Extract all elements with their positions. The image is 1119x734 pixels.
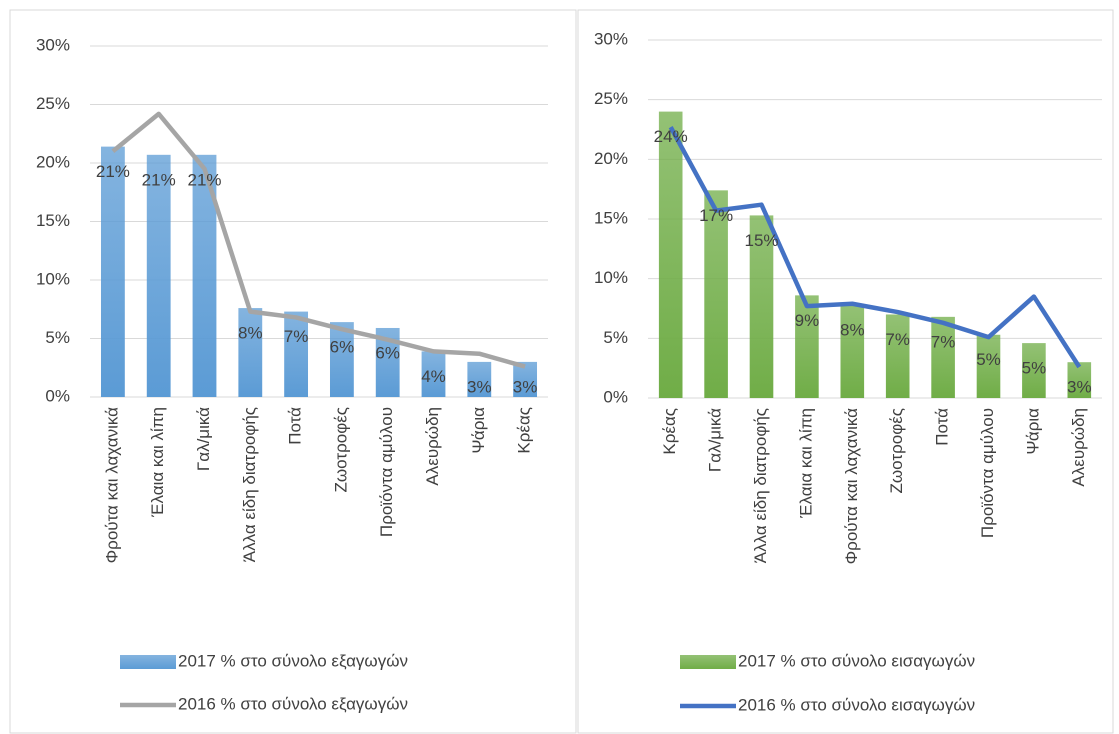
- chart-frame: [9, 9, 577, 734]
- x-tick-label: Αλευρώδη: [423, 407, 442, 486]
- bar: [885, 314, 910, 398]
- bar: [329, 322, 354, 397]
- bar: [421, 351, 446, 397]
- bar: [1067, 362, 1092, 398]
- legend-label: 2017 % στο σύνολο εισαγωγών: [738, 651, 975, 670]
- bar: [192, 154, 217, 397]
- x-tick-label: Έλαια και λίπη: [148, 407, 167, 518]
- data-label: 5%: [976, 350, 1001, 369]
- x-tick-label: Άλλα είδη διατροφής: [751, 408, 770, 563]
- y-tick-label: 5%: [603, 328, 628, 347]
- data-label: 15%: [744, 231, 778, 250]
- bar: [284, 311, 309, 397]
- x-tick-label: Ποτά: [933, 408, 952, 446]
- bar: [976, 334, 1001, 398]
- bar: [840, 304, 865, 398]
- x-tick-label: Φρούτα και λαχανικά: [102, 407, 121, 564]
- data-label: 6%: [375, 343, 400, 362]
- legend-swatch: [680, 655, 736, 669]
- data-label: 9%: [795, 311, 820, 330]
- data-label: 6%: [330, 338, 355, 357]
- x-tick-label: Ζωοτροφές: [887, 408, 906, 494]
- x-tick-label: Αλευρώδη: [1069, 408, 1088, 487]
- bar: [704, 190, 728, 398]
- y-tick-label: 5%: [45, 328, 70, 347]
- x-tick-label: Έλαια και λίπη: [796, 408, 815, 519]
- legend-swatch: [120, 655, 176, 669]
- bar: [375, 327, 400, 397]
- y-tick-label: 20%: [594, 149, 628, 168]
- chart-frame: [577, 9, 1114, 734]
- line-series: [668, 126, 1082, 369]
- legend-label: 2016 % στο σύνολο εξαγωγών: [178, 694, 408, 713]
- y-tick-label: 25%: [36, 94, 70, 113]
- line-series: [111, 111, 526, 369]
- legend-label: 2016 % στο σύνολο εισαγωγών: [738, 695, 975, 714]
- data-label: 3%: [467, 377, 492, 396]
- x-tick-label: Κρέας: [515, 407, 534, 454]
- data-label: 3%: [1067, 378, 1092, 397]
- x-tick-label: Κρέας: [660, 408, 679, 455]
- data-label: 8%: [238, 324, 263, 343]
- bar: [100, 146, 125, 397]
- y-tick-label: 30%: [594, 29, 628, 48]
- data-label: 7%: [931, 332, 956, 351]
- x-tick-label: Ψάρια: [469, 407, 488, 454]
- data-label: 24%: [654, 127, 688, 146]
- data-label: 7%: [284, 327, 309, 346]
- y-tick-label: 10%: [36, 269, 70, 288]
- x-tick-label: Ποτά: [286, 407, 305, 445]
- bar: [1022, 343, 1046, 398]
- x-tick-label: Γαλ/μικά: [194, 407, 213, 471]
- data-label: 7%: [885, 330, 910, 349]
- legend-label: 2017 % στο σύνολο εξαγωγών: [178, 651, 408, 670]
- data-label: 3%: [513, 377, 538, 396]
- y-tick-label: 30%: [36, 35, 70, 54]
- y-tick-label: 25%: [594, 89, 628, 108]
- bar: [146, 154, 171, 397]
- x-tick-label: Ζωοτροφές: [331, 407, 350, 493]
- data-label: 21%: [96, 162, 130, 181]
- data-label: 17%: [699, 206, 733, 225]
- bar: [749, 215, 774, 398]
- data-label: 8%: [840, 320, 865, 339]
- bar: [795, 295, 819, 398]
- y-tick-label: 15%: [36, 211, 70, 230]
- bar: [238, 308, 263, 397]
- data-label: 5%: [1022, 359, 1047, 378]
- x-tick-label: Γαλ/μικά: [706, 408, 725, 472]
- x-tick-label: Προϊόντα αμύλου: [978, 408, 997, 538]
- y-tick-label: 10%: [594, 268, 628, 287]
- data-label: 21%: [142, 170, 176, 189]
- bar: [658, 111, 683, 398]
- bar: [467, 361, 492, 397]
- y-tick-label: 0%: [45, 386, 70, 405]
- x-tick-label: Προϊόντα αμύλου: [377, 407, 396, 537]
- x-tick-label: Ψάρια: [1023, 408, 1042, 455]
- bar: [513, 361, 538, 397]
- data-label: 21%: [187, 170, 221, 189]
- data-label: 4%: [421, 367, 446, 386]
- y-tick-label: 20%: [36, 152, 70, 171]
- y-tick-label: 0%: [603, 387, 628, 406]
- x-tick-label: Άλλα είδη διατροφής: [240, 407, 259, 562]
- y-tick-label: 15%: [594, 208, 628, 227]
- bar: [931, 316, 955, 398]
- x-tick-label: Φρούτα και λαχανικά: [842, 408, 861, 565]
